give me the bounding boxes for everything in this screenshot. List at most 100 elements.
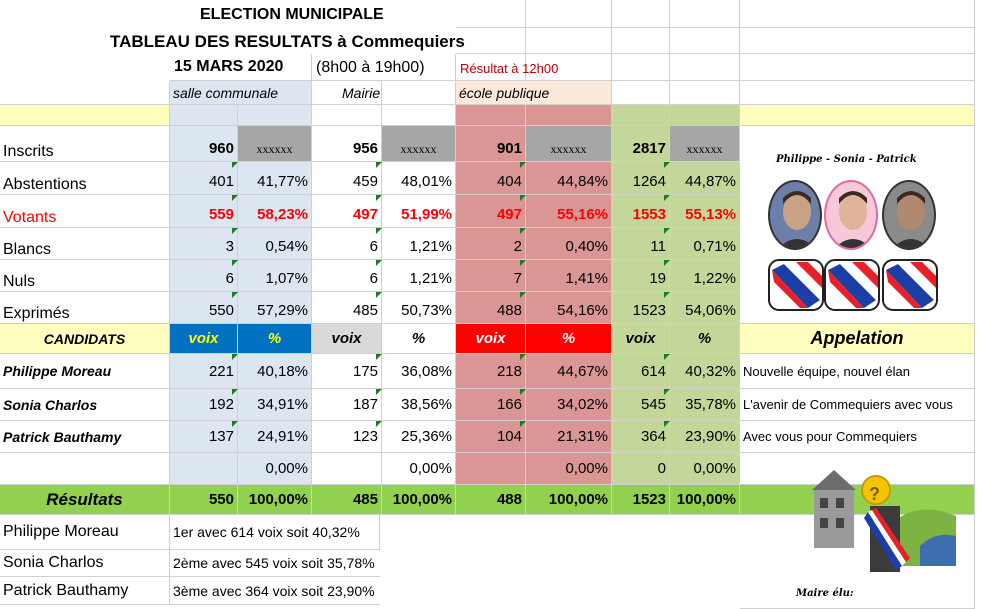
stat-label-nuls[interactable]: Nuls <box>0 260 170 292</box>
spacer-cell[interactable] <box>170 105 238 126</box>
stat-value[interactable]: 1,21% <box>382 228 456 260</box>
candidate-value[interactable]: 137 <box>170 421 238 453</box>
spacer-cell[interactable] <box>612 105 670 126</box>
empty-cell[interactable] <box>740 0 975 28</box>
stat-value[interactable]: 50,73% <box>382 292 456 324</box>
candidate-value[interactable]: 104 <box>456 421 526 453</box>
candidate-value[interactable]: 21,31% <box>526 421 612 453</box>
candidate-name[interactable]: Sonia Charlos <box>0 389 170 421</box>
stat-value[interactable]: 559 <box>170 195 238 228</box>
results-value[interactable]: 100,00% <box>382 485 456 515</box>
column-header-voix[interactable]: voix <box>312 324 382 354</box>
status-cell[interactable] <box>456 54 612 81</box>
candidate-value[interactable]: 192 <box>170 389 238 421</box>
ranking-name[interactable]: Patrick Bauthamy <box>0 577 170 605</box>
date-cell[interactable] <box>170 54 312 81</box>
location-salle-communale[interactable]: salle communale <box>170 81 312 105</box>
empty-cell[interactable] <box>526 0 612 28</box>
stat-value[interactable]: xxxxxx <box>382 126 456 162</box>
candidate-name[interactable]: Patrick Bauthamy <box>0 421 170 453</box>
candidate-value[interactable]: 364 <box>612 421 670 453</box>
stat-label-blancs[interactable]: Blancs <box>0 228 170 260</box>
column-header-percent[interactable]: % <box>670 324 740 354</box>
stat-value[interactable]: 6 <box>170 260 238 292</box>
candidate-value[interactable]: 187 <box>312 389 382 421</box>
empty-cell[interactable] <box>740 81 975 105</box>
empty-cell[interactable] <box>0 453 170 485</box>
stat-value[interactable]: 0,71% <box>670 228 740 260</box>
empty-row-value[interactable]: 0 <box>612 453 670 485</box>
empty-cell[interactable] <box>612 0 670 28</box>
stat-value[interactable]: xxxxxx <box>238 126 312 162</box>
empty-row-value[interactable]: 0,00% <box>382 453 456 485</box>
results-value[interactable]: 100,00% <box>526 485 612 515</box>
results-value[interactable]: 550 <box>170 485 238 515</box>
candidate-slogan[interactable]: L'avenir de Commequiers avec vous <box>740 389 975 421</box>
spacer-cell[interactable] <box>456 105 526 126</box>
stat-value[interactable]: 7 <box>456 260 526 292</box>
candidate-value[interactable]: 34,02% <box>526 389 612 421</box>
stat-value[interactable]: 55,16% <box>526 195 612 228</box>
ranking-name[interactable]: Sonia Charlos <box>0 550 170 577</box>
empty-cell[interactable] <box>612 54 670 81</box>
empty-cell[interactable] <box>456 28 526 54</box>
stat-value[interactable]: 1,22% <box>670 260 740 292</box>
column-header-percent[interactable]: % <box>238 324 312 354</box>
candidate-value[interactable]: 38,56% <box>382 389 456 421</box>
stat-value[interactable]: 54,16% <box>526 292 612 324</box>
empty-cell[interactable] <box>740 54 975 81</box>
candidate-value[interactable]: 123 <box>312 421 382 453</box>
stat-value[interactable]: 956 <box>312 126 382 162</box>
spacer-cell[interactable] <box>0 105 170 126</box>
stat-value[interactable]: 1264 <box>612 162 670 195</box>
stat-value[interactable]: xxxxxx <box>670 126 740 162</box>
column-header-voix[interactable]: voix <box>170 324 238 354</box>
spacer-cell[interactable] <box>238 105 312 126</box>
candidate-value[interactable]: 35,78% <box>670 389 740 421</box>
stat-value[interactable]: 6 <box>312 260 382 292</box>
hours-cell[interactable] <box>312 54 456 81</box>
candidats-header[interactable]: CANDIDATS <box>0 324 170 354</box>
empty-row-value[interactable] <box>312 453 382 485</box>
empty-cell[interactable] <box>670 28 740 54</box>
spacer-cell[interactable] <box>740 105 975 126</box>
results-value[interactable]: 488 <box>456 485 526 515</box>
candidate-value[interactable]: 44,67% <box>526 354 612 389</box>
stat-value[interactable]: 55,13% <box>670 195 740 228</box>
stat-value[interactable]: 1,41% <box>526 260 612 292</box>
empty-row-value[interactable]: 0,00% <box>238 453 312 485</box>
stat-value[interactable]: 54,06% <box>670 292 740 324</box>
stat-value[interactable]: xxxxxx <box>526 126 612 162</box>
empty-cell[interactable] <box>612 81 670 105</box>
candidate-value[interactable]: 166 <box>456 389 526 421</box>
stat-value[interactable]: 459 <box>312 162 382 195</box>
candidate-value[interactable]: 175 <box>312 354 382 389</box>
candidate-value[interactable]: 23,90% <box>670 421 740 453</box>
stat-value[interactable]: 41,77% <box>238 162 312 195</box>
results-label[interactable]: Résultats <box>0 485 170 515</box>
ranking-text[interactable]: 2ème avec 545 voix soit 35,78% <box>170 550 380 577</box>
stat-value[interactable]: 0,54% <box>238 228 312 260</box>
stat-value[interactable]: 960 <box>170 126 238 162</box>
stat-value[interactable]: 2 <box>456 228 526 260</box>
results-value[interactable]: 100,00% <box>670 485 740 515</box>
candidate-value[interactable]: 24,91% <box>238 421 312 453</box>
empty-cell[interactable] <box>670 54 740 81</box>
candidate-value[interactable]: 614 <box>612 354 670 389</box>
stat-value[interactable]: 3 <box>170 228 238 260</box>
candidate-value[interactable]: 545 <box>612 389 670 421</box>
location-ecole-publique[interactable]: école publique <box>456 81 612 105</box>
stat-value[interactable]: 497 <box>456 195 526 228</box>
stat-value[interactable]: 901 <box>456 126 526 162</box>
candidate-value[interactable]: 218 <box>456 354 526 389</box>
candidate-slogan[interactable]: Nouvelle équipe, nouvel élan <box>740 354 975 389</box>
candidate-name[interactable]: Philippe Moreau <box>0 354 170 389</box>
stat-value[interactable]: 48,01% <box>382 162 456 195</box>
empty-cell[interactable] <box>0 81 170 105</box>
location-mairie[interactable]: Mairie <box>312 81 456 105</box>
candidate-value[interactable]: 40,32% <box>670 354 740 389</box>
stat-value[interactable]: 2817 <box>612 126 670 162</box>
stat-value[interactable]: 44,84% <box>526 162 612 195</box>
stat-value[interactable]: 497 <box>312 195 382 228</box>
candidates-photo-panel[interactable] <box>740 126 975 324</box>
